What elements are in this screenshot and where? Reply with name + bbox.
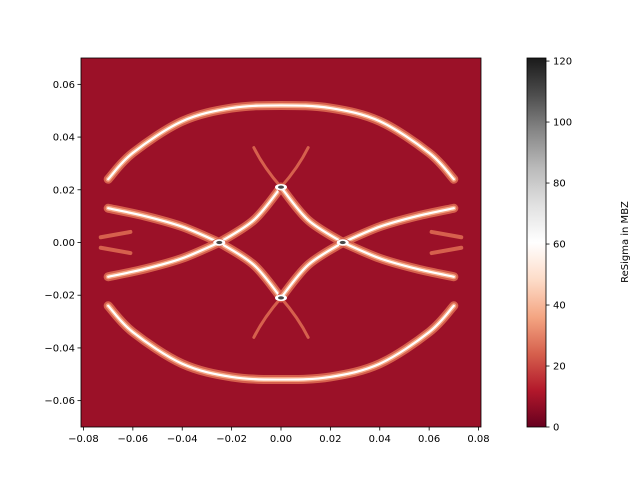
- y-tick-label: 0.04: [53, 133, 75, 144]
- fin-0: [252, 146, 283, 189]
- y-tick-label: 0.02: [53, 185, 75, 196]
- x-tick-label: 0.02: [319, 434, 341, 445]
- plot-area: [80, 57, 482, 428]
- colorbar: 0 20 40 60 80 100 120 ReSigma in MBZ: [526, 57, 631, 434]
- y-axis: −0.06 −0.04 −0.02 0.00 0.02 0.04 0.06: [44, 80, 81, 407]
- colorbar-frame: [526, 57, 547, 428]
- outer-arc-top-contour-2: [107, 104, 455, 181]
- x-tick-label: 0.04: [369, 434, 391, 445]
- x-tick-label: 0.08: [467, 434, 489, 445]
- edge-fragment-0: [98, 229, 133, 256]
- x-tick-label: −0.08: [68, 434, 99, 445]
- fin-3: [279, 296, 310, 339]
- colorbar-label: ReSigma in MBZ: [620, 201, 631, 283]
- edge-fragment-1: [429, 229, 464, 256]
- colorbar-tick-label: 120: [553, 57, 572, 68]
- y-tick-label: 0.06: [53, 80, 75, 91]
- fin-1: [279, 146, 310, 189]
- saddle-core-2: [278, 185, 284, 189]
- colorbar-tick-label: 60: [553, 240, 566, 251]
- colorbar-gradient: [527, 58, 546, 427]
- x-tick-label: −0.04: [167, 434, 198, 445]
- colorbar-tick-label: 40: [553, 301, 566, 312]
- side-branch-3-contour-2: [341, 241, 455, 278]
- diamond-side-1-contour-2: [279, 186, 344, 244]
- diamond-side-2-contour-2: [218, 241, 283, 299]
- colorbar-axis: 0 20 40 60 80 100 120: [546, 57, 572, 434]
- y-tick-label: 0.00: [53, 238, 75, 249]
- y-tick-label: −0.04: [44, 343, 75, 354]
- x-tick-label: 0.06: [418, 434, 440, 445]
- heatmap-features: [98, 100, 464, 385]
- diamond-side-0-contour-2: [218, 186, 283, 244]
- y-tick-label: −0.06: [44, 396, 75, 407]
- x-tick-label: −0.06: [118, 434, 149, 445]
- saddle-core-0: [216, 240, 223, 245]
- x-tick-label: 0.00: [270, 434, 292, 445]
- side-branch-1-contour-2: [107, 241, 221, 278]
- outer-arc-bottom-contour-2: [107, 304, 455, 381]
- fin-2: [252, 296, 283, 339]
- heatmap-background: [81, 58, 481, 427]
- x-axis: −0.08 −0.06 −0.04 −0.02 0.00 0.02 0.04 0.06 0.08: [68, 427, 490, 445]
- colorbar-tick-label: 20: [553, 362, 566, 373]
- y-tick-label: −0.02: [44, 291, 75, 302]
- saddle-core-3: [278, 296, 284, 300]
- x-tick-label: −0.02: [216, 434, 247, 445]
- colorbar-tick-label: 0: [553, 423, 559, 434]
- colorbar-tick-label: 100: [553, 118, 572, 129]
- colorbar-tick-label: 80: [553, 179, 566, 190]
- diamond-side-3-contour-2: [279, 241, 344, 299]
- side-branch-0-contour-2: [107, 207, 221, 244]
- saddle-core-1: [339, 240, 346, 245]
- side-branch-2-contour-2: [341, 207, 455, 244]
